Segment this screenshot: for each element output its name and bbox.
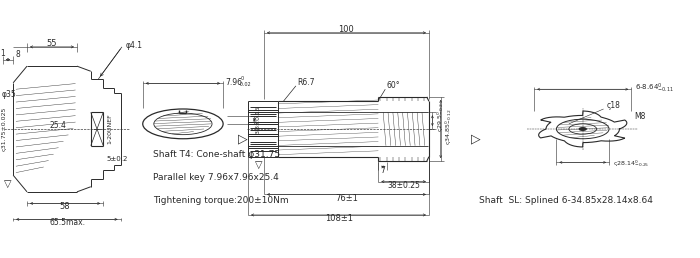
Text: φ4.1: φ4.1 <box>125 41 142 50</box>
Text: φ35: φ35 <box>1 90 16 99</box>
Text: 60°: 60° <box>386 81 400 90</box>
Text: 76±1: 76±1 <box>335 194 358 203</box>
Text: ς28.14$^{0}_{-0.25}$: ς28.14$^{0}_{-0.25}$ <box>612 158 649 169</box>
Text: ▷: ▷ <box>471 133 481 146</box>
Text: ς18: ς18 <box>607 101 621 110</box>
Text: 3.8±0.15: 3.8±0.15 <box>256 105 260 134</box>
Text: ς31.75±0.025: ς31.75±0.025 <box>1 107 7 151</box>
Text: 7: 7 <box>380 166 385 175</box>
Text: 7.96: 7.96 <box>225 78 242 86</box>
Text: 1-20UNEF: 1-20UNEF <box>107 114 112 144</box>
Text: 108±1: 108±1 <box>325 214 353 223</box>
Text: ς29.5$^{0}_{-0.2}$: ς29.5$^{0}_{-0.2}$ <box>435 102 446 132</box>
Text: R6.7: R6.7 <box>298 78 315 87</box>
Text: 38±0.25: 38±0.25 <box>388 181 421 190</box>
Text: 1: 1 <box>1 49 6 58</box>
Text: ς34.85$^{0}_{-0.12}$: ς34.85$^{0}_{-0.12}$ <box>444 108 454 145</box>
Text: ▽: ▽ <box>4 179 11 189</box>
Text: 65.5max.: 65.5max. <box>49 218 85 227</box>
Text: Tightening torque:200±10Nm: Tightening torque:200±10Nm <box>153 196 289 205</box>
Text: ▽: ▽ <box>255 160 262 170</box>
Text: 5±0.2: 5±0.2 <box>106 156 127 162</box>
Text: Parallel key 7.96x7.96x25.4: Parallel key 7.96x7.96x25.4 <box>153 173 279 182</box>
Text: -0.02: -0.02 <box>239 82 252 87</box>
Text: M8: M8 <box>635 112 646 121</box>
Text: ▷: ▷ <box>239 133 248 146</box>
Text: 6-8.64$^{0}_{-0.11}$: 6-8.64$^{0}_{-0.11}$ <box>635 81 674 95</box>
Circle shape <box>580 128 586 130</box>
Text: Shaft  SL: Splined 6-34.85x28.14x8.64: Shaft SL: Splined 6-34.85x28.14x8.64 <box>479 196 652 205</box>
Text: 25.4: 25.4 <box>49 121 66 130</box>
Text: 58: 58 <box>60 202 71 211</box>
Text: 55: 55 <box>47 38 57 47</box>
Text: Shaft T4: Cone-shaft φ31.75: Shaft T4: Cone-shaft φ31.75 <box>153 150 280 159</box>
Text: 8: 8 <box>16 50 21 59</box>
Text: 100: 100 <box>339 25 354 34</box>
Text: 0: 0 <box>240 76 244 81</box>
